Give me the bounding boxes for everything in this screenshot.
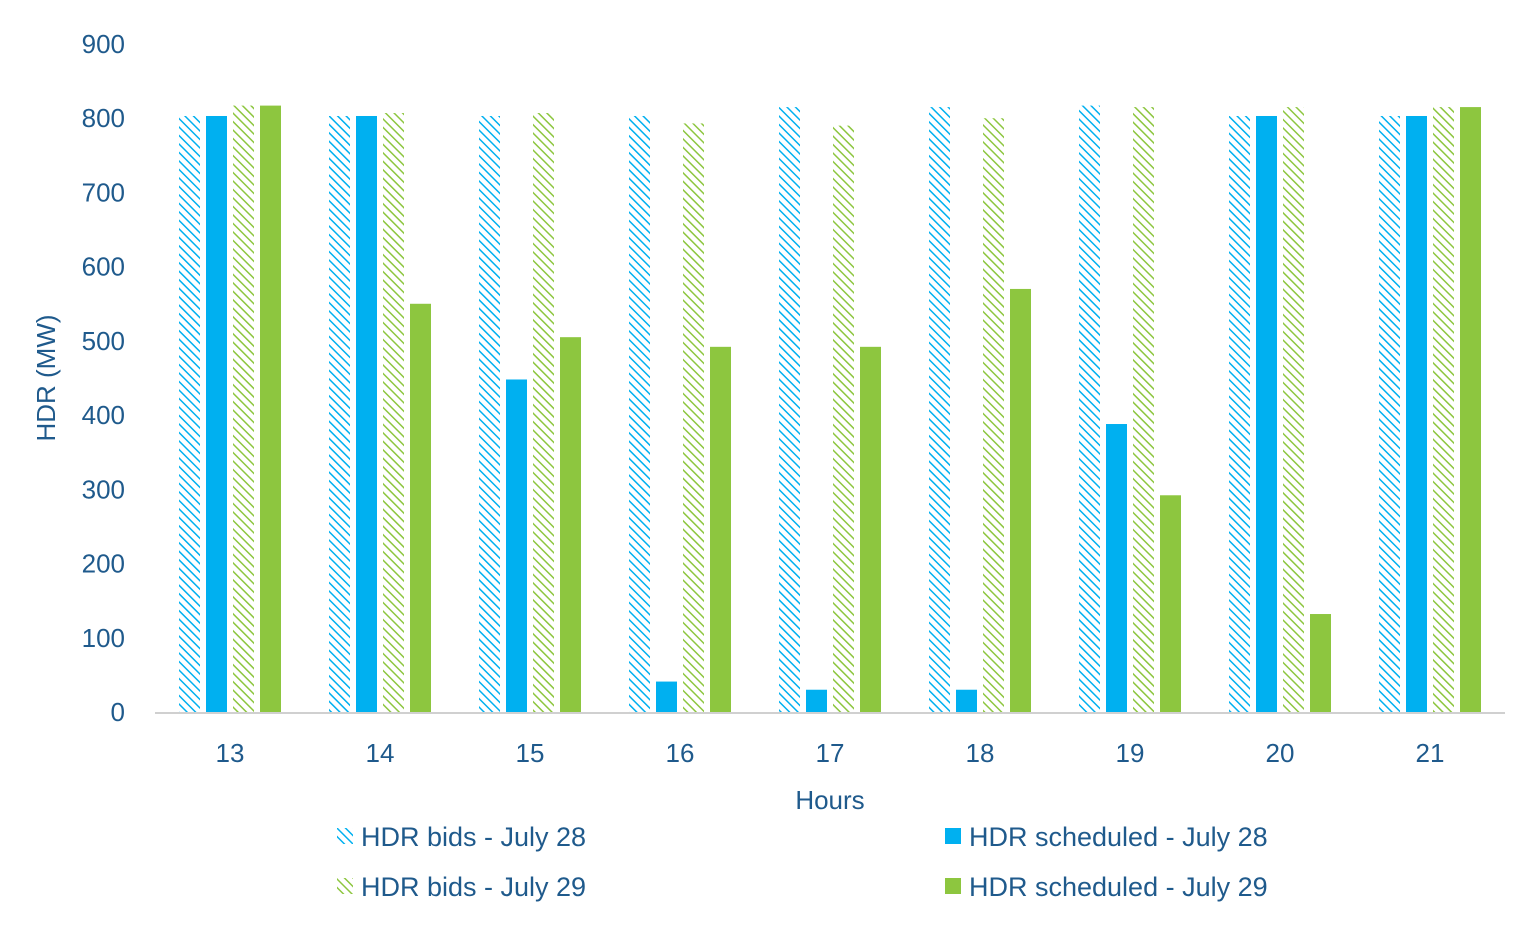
- bar: [1229, 115, 1250, 713]
- bar: [479, 115, 500, 713]
- x-tick-label: 19: [1116, 738, 1145, 768]
- x-axis-title: Hours: [795, 785, 864, 815]
- x-tick-label: 13: [216, 738, 245, 768]
- y-tick-label: 900: [82, 29, 125, 59]
- x-tick-label: 14: [366, 738, 395, 768]
- legend-label: HDR bids - July 28: [361, 822, 586, 852]
- bar: [410, 303, 431, 712]
- bar: [560, 337, 581, 712]
- legend-swatch: [945, 878, 961, 894]
- y-tick-label: 800: [82, 103, 125, 133]
- y-axis-title: HDR (MW): [31, 314, 61, 441]
- bar: [710, 346, 731, 712]
- bar: [1106, 424, 1127, 712]
- bar: [1433, 107, 1454, 713]
- bar: [1406, 115, 1427, 713]
- bar: [206, 115, 227, 713]
- y-axis-ticks: 0 100 200 300 400 500 600 700 800 900: [82, 29, 125, 727]
- bar: [1160, 495, 1181, 712]
- y-tick-label: 700: [82, 177, 125, 207]
- bar: [833, 125, 854, 712]
- bar: [356, 115, 377, 713]
- bar: [233, 105, 254, 713]
- y-tick-label: 400: [82, 400, 125, 430]
- bar: [1379, 115, 1400, 713]
- bar: [506, 379, 527, 712]
- bar: [533, 113, 554, 712]
- x-tick-label: 18: [966, 738, 995, 768]
- x-tick-label: 21: [1416, 738, 1445, 768]
- bar: [1256, 115, 1277, 713]
- bar: [629, 115, 650, 713]
- bars: [179, 105, 1481, 713]
- bar: [779, 107, 800, 713]
- bar: [956, 689, 977, 712]
- x-tick-label: 16: [666, 738, 695, 768]
- y-tick-label: 200: [82, 549, 125, 579]
- legend: HDR bids - July 28 HDR scheduled - July 2…: [337, 822, 1268, 902]
- bar: [1010, 288, 1031, 712]
- bar: [983, 118, 1004, 712]
- bar: [1310, 614, 1331, 712]
- legend-swatch: [337, 878, 353, 894]
- legend-label: HDR bids - July 29: [361, 872, 586, 902]
- bar: [1283, 107, 1304, 713]
- bar: [806, 689, 827, 712]
- x-axis-ticks: 13 14 15 16 17 18 19 20 21: [216, 738, 1445, 768]
- bar: [1460, 107, 1481, 713]
- bar: [1079, 105, 1100, 713]
- bar: [929, 107, 950, 713]
- bar: [1133, 107, 1154, 713]
- bar: [179, 115, 200, 713]
- y-tick-label: 300: [82, 474, 125, 504]
- legend-label: HDR scheduled - July 29: [969, 872, 1268, 902]
- y-tick-label: 100: [82, 623, 125, 653]
- y-tick-label: 500: [82, 326, 125, 356]
- bar: [860, 346, 881, 712]
- y-tick-label: 600: [82, 252, 125, 282]
- y-tick-label: 0: [111, 697, 125, 727]
- x-tick-label: 17: [816, 738, 845, 768]
- legend-swatch: [945, 828, 961, 844]
- bar: [329, 115, 350, 713]
- legend-swatch: [337, 828, 353, 844]
- x-tick-label: 20: [1266, 738, 1295, 768]
- legend-label: HDR scheduled - July 28: [969, 822, 1268, 852]
- x-tick-label: 15: [516, 738, 545, 768]
- bar: [656, 681, 677, 712]
- bar: [260, 105, 281, 713]
- bar: [683, 123, 704, 712]
- bar: [383, 113, 404, 712]
